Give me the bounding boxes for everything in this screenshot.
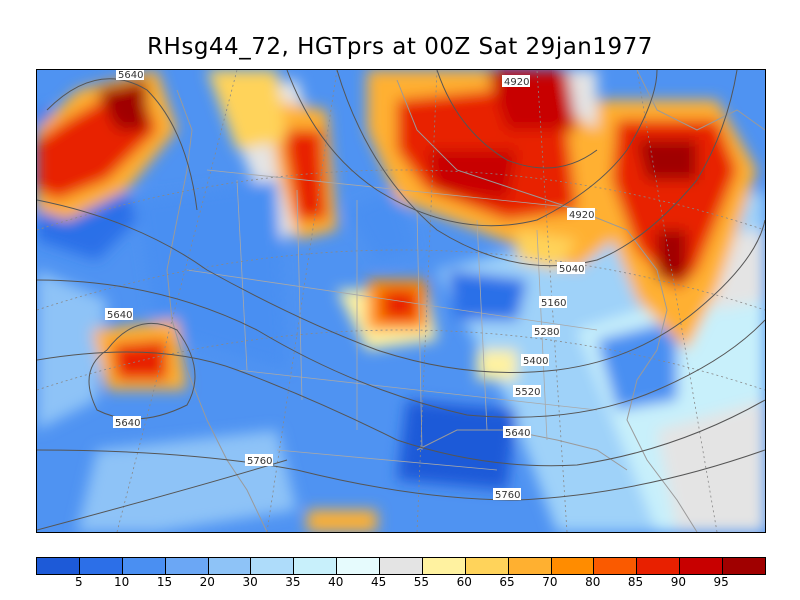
- colorbar-tick-label: 40: [328, 575, 344, 589]
- svg-text:5520: 5520: [515, 387, 540, 398]
- colorbar-segment: [594, 558, 638, 574]
- colorbar-tick-label: 55: [413, 575, 430, 589]
- colorbar-tick-label: 15: [156, 575, 173, 589]
- colorbar-segment: [294, 558, 338, 574]
- colorbar-tick-label: 60: [456, 575, 472, 589]
- colorbar-segment: [122, 558, 166, 574]
- coastlines: [166, 70, 765, 532]
- colorbar-segment: [508, 558, 552, 574]
- height-contours: [37, 70, 765, 531]
- contour-label: 5520: [513, 385, 541, 398]
- colorbar-segment: [380, 558, 423, 574]
- colorbar-tick-label: 10: [114, 575, 130, 589]
- contour-labels: 5640 4920 4920 5040 5160 5280 5400 5520 …: [105, 70, 595, 501]
- colorbar-tick-label: 95: [713, 575, 729, 589]
- map-title: RHsg44_72, HGTprs at 00Z Sat 29jan1977: [147, 34, 653, 60]
- colorbar-segment: [208, 558, 252, 574]
- svg-text:5040: 5040: [559, 264, 584, 275]
- contour-label: 4920: [502, 75, 530, 88]
- map-plot: 5640 4920 4920 5040 5160 5280 5400 5520 …: [36, 69, 766, 533]
- colorbar-tick-label: 45: [370, 575, 387, 589]
- svg-text:5280: 5280: [534, 327, 559, 338]
- svg-text:5640: 5640: [115, 418, 140, 429]
- svg-text:5640: 5640: [118, 70, 143, 81]
- colorbar-segment: [680, 558, 723, 574]
- svg-text:5760: 5760: [495, 490, 520, 501]
- contour-label: 5640: [113, 416, 141, 429]
- svg-text:5160: 5160: [541, 298, 566, 309]
- colorbar-ticks: 5 10 15 20 30 35 40 45 55 60 65 70 80 85 90 95: [36, 575, 764, 593]
- svg-text:5640: 5640: [107, 310, 132, 321]
- contour-label: 5760: [493, 488, 521, 501]
- colorbar-tick-label: 70: [542, 575, 558, 589]
- colorbar-segment: [37, 558, 80, 574]
- colorbar-tick-label: 85: [627, 575, 644, 589]
- svg-text:5760: 5760: [247, 456, 272, 467]
- colorbar-segment: [637, 558, 681, 574]
- colorbar-tick-label: 20: [199, 575, 215, 589]
- colorbar-tick-label: 30: [242, 575, 258, 589]
- colorbar-tick-label: 5: [74, 575, 83, 589]
- colorbar-segment: [465, 558, 509, 574]
- colorbar-segment: [251, 558, 295, 574]
- svg-text:5400: 5400: [523, 356, 548, 367]
- svg-text:5640: 5640: [505, 428, 530, 439]
- colorbar-segment: [723, 558, 765, 574]
- contour-label: 5040: [557, 262, 585, 275]
- colorbar-segment: [79, 558, 123, 574]
- colorbar-segment: [337, 558, 380, 574]
- colorbar-segment: [422, 558, 466, 574]
- colorbar-tick-label: 90: [670, 575, 686, 589]
- colorbar-tick-label: 65: [499, 575, 515, 589]
- contour-label: 5640: [116, 70, 144, 81]
- contour-label: 5760: [245, 454, 273, 467]
- contour-label: 5280: [532, 325, 560, 338]
- contour-label: 5640: [105, 308, 133, 321]
- svg-text:4920: 4920: [569, 210, 594, 221]
- svg-text:4920: 4920: [504, 77, 529, 88]
- humidity-field: [37, 70, 765, 532]
- colorbar-tick-label: 80: [585, 575, 601, 589]
- colorbar-segment: [165, 558, 209, 574]
- colorbar: [36, 557, 766, 575]
- colorbar-tick-label: 35: [285, 575, 301, 589]
- colorbar-segment: [551, 558, 595, 574]
- map-canvas: 5640 4920 4920 5040 5160 5280 5400 5520 …: [37, 70, 765, 532]
- contour-label: 5640: [503, 426, 531, 439]
- contour-label: 5160: [539, 296, 567, 309]
- contour-label: 4920: [567, 208, 595, 221]
- contour-label: 5400: [521, 354, 549, 367]
